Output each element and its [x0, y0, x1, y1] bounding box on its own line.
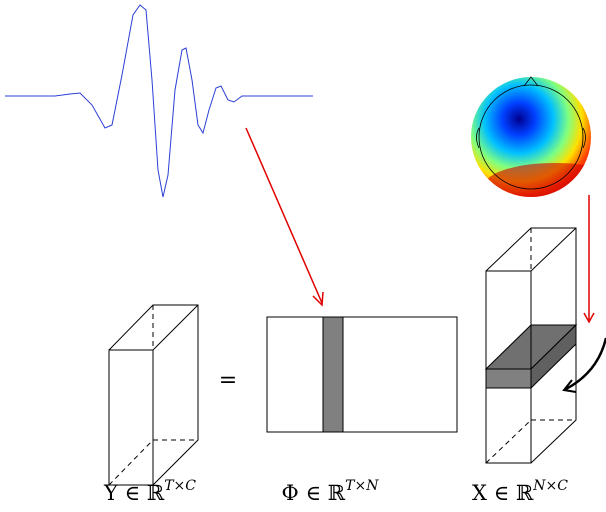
label-base: Y ∈ ℝ [103, 481, 165, 505]
label-sup: N×C [532, 478, 568, 494]
arrow-head [562, 379, 577, 393]
label-sup: T×N [345, 478, 379, 494]
label-base: Φ ∈ ℝ [282, 481, 346, 505]
label-base: X ∈ ℝ [472, 481, 534, 505]
topomap [471, 76, 591, 197]
arrow-head [312, 291, 324, 307]
y-box [108, 304, 199, 486]
wavelet [5, 4, 313, 198]
label-phi: Φ ∈ ℝT×N [282, 478, 380, 505]
phi-matrix [266, 316, 458, 433]
label-x: X ∈ ℝN×C [472, 478, 568, 505]
rotation-arrow [565, 337, 606, 391]
arrow [245, 127, 323, 304]
label-y: Y ∈ ℝT×C [103, 478, 196, 505]
label-sup: T×C [164, 478, 196, 494]
arrow-head [583, 312, 595, 324]
x-box [484, 227, 578, 464]
equals-sign: = [219, 368, 237, 393]
